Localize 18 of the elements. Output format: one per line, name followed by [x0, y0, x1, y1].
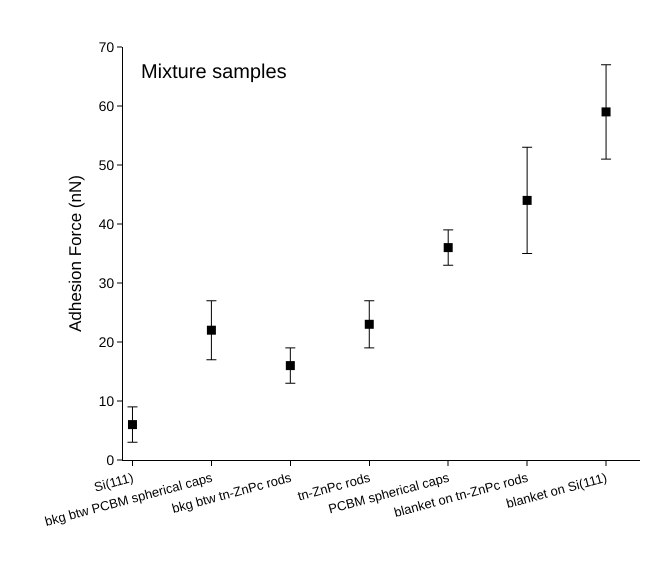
x-tick-label: Si(111) [92, 470, 135, 495]
y-axis-title: Adhesion Force (nN) [66, 175, 86, 332]
point [522, 196, 532, 205]
y-tick-label: 60 [98, 98, 114, 114]
y-tick-label: 20 [98, 334, 114, 350]
point [364, 320, 374, 329]
y-tick-label: 50 [98, 156, 114, 173]
y-tick-label: 0 [106, 452, 114, 468]
y-tick-label: 40 [98, 216, 114, 232]
y-tick-label: 70 [98, 38, 114, 55]
point [206, 326, 216, 335]
annotation: Mixture samples [141, 61, 287, 83]
point [444, 243, 453, 252]
y-tick-label: 30 [98, 274, 114, 291]
point [128, 420, 137, 430]
point [602, 107, 611, 116]
y-tick-label: 10 [98, 392, 114, 409]
point [286, 361, 295, 370]
